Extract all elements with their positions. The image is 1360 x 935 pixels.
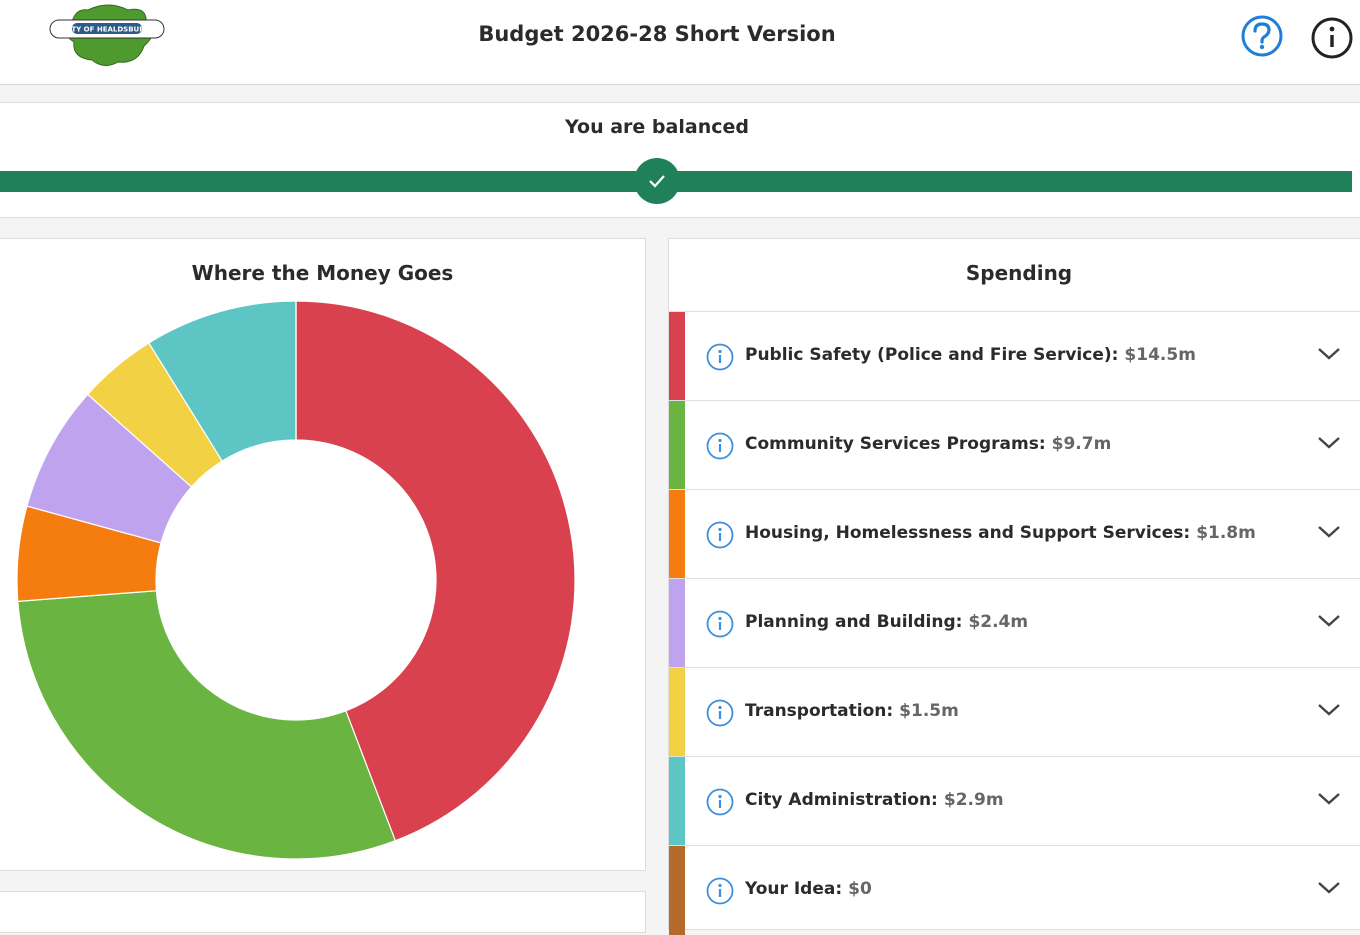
page-title: Budget 2026-28 Short Version [478,22,836,46]
donut-slice [295,300,576,842]
item-label: Housing, Homelessness and Support Servic… [745,523,1256,543]
spending-row[interactable]: Public Safety (Police and Fire Service):… [669,311,1360,401]
icon-dot [718,349,722,354]
info-icon[interactable] [705,609,735,639]
expand-chevron[interactable] [1317,613,1341,629]
color-bar [669,490,685,579]
expand-chevron[interactable] [1317,524,1341,540]
icon-dot [718,794,722,799]
color-bar [669,312,685,401]
item-label: Public Safety (Police and Fire Service):… [745,345,1196,365]
expand-chevron[interactable] [1317,791,1341,807]
icon-circle [706,699,734,727]
item-name: Planning and Building: [745,612,963,632]
color-bar [669,668,685,757]
icon-dot [718,527,722,532]
item-label: Community Services Programs: $9.7m [745,434,1111,454]
item-name: Public Safety (Police and Fire Service): [745,345,1119,365]
icon-circle [706,432,734,460]
item-label: Planning and Building: $2.4m [745,612,1028,632]
item-name: Transportation: [745,701,894,721]
chevron [1318,348,1340,360]
info-icon[interactable] [705,520,735,550]
info-button[interactable] [1308,14,1356,62]
chart-title: Where the Money Goes [191,261,454,285]
spending-row[interactable]: Transportation: $1.5m [669,667,1360,757]
spending-row[interactable]: Housing, Homelessness and Support Servic… [669,489,1360,579]
chevron [1318,615,1340,627]
balance-bar [0,158,1352,204]
spending-row[interactable]: City Administration: $2.9m [669,756,1360,846]
chevron [1318,793,1340,805]
chevron [1318,437,1340,449]
help-button[interactable] [1238,14,1286,62]
item-label: Transportation: $1.5m [745,701,959,721]
chevron [1318,882,1340,894]
expand-chevron[interactable] [1317,702,1341,718]
icon-dot [718,705,722,710]
item-name: Your Idea: [745,879,843,899]
item-amount: $1.8m [1196,523,1256,543]
icon-circle [706,877,734,905]
info-icon[interactable] [705,787,735,817]
spending-row[interactable]: Planning and Building: $2.4m [669,578,1360,668]
item-name: City Administration: [745,790,938,810]
icon-circle [706,521,734,549]
item-label: Your Idea: $0 [745,879,872,899]
donut-chart [16,300,576,860]
logo[interactable]: CITY OF HEALDSBURG [48,2,168,68]
icon-circle [706,343,734,371]
donut-slice [17,590,397,860]
item-name: Community Services Programs: [745,434,1046,454]
chevron [1318,704,1340,716]
chevron [1318,526,1340,538]
info-icon[interactable] [705,698,735,728]
item-amount: $9.7m [1051,434,1112,454]
item-amount: $14.5m [1124,345,1196,365]
info-icon[interactable] [705,431,735,461]
info-icon[interactable] [705,876,735,906]
icon-dot [718,883,722,888]
color-bar [669,846,685,935]
balance-status: You are balanced [565,116,749,138]
info-icon[interactable] [705,342,735,372]
icon-dot [718,438,722,443]
item-amount: $0 [848,879,872,899]
expand-chevron[interactable] [1317,435,1341,451]
card [0,891,646,933]
logo-text: CITY OF HEALDSBURG [64,26,151,34]
icon-circle [706,610,734,638]
color-bar [669,757,685,846]
item-label: City Administration: $2.9m [745,790,1004,810]
icon-dot [718,616,722,621]
spending-card: Spending Public Safety (Police and Fire … [668,238,1360,935]
header: CITY OF HEALDSBURG Budget 2026-28 Short … [0,0,1360,85]
item-amount: $1.5m [899,701,959,721]
expand-chevron[interactable] [1317,346,1341,362]
item-amount: $2.9m [943,790,1004,810]
spending-row[interactable]: Your Idea: $0 [669,845,1360,935]
chart-card: Where the Money Goes [0,238,646,871]
balance-panel: You are balanced [0,102,1360,218]
item-name: Housing, Homelessness and Support Servic… [745,523,1191,543]
icon-circle [706,788,734,816]
item-amount: $2.4m [968,612,1029,632]
color-bar [669,401,685,490]
spending-title: Spending [965,261,1073,285]
spending-row[interactable]: Community Services Programs: $9.7m [669,400,1360,490]
color-bar [669,579,685,668]
expand-chevron[interactable] [1317,880,1341,896]
